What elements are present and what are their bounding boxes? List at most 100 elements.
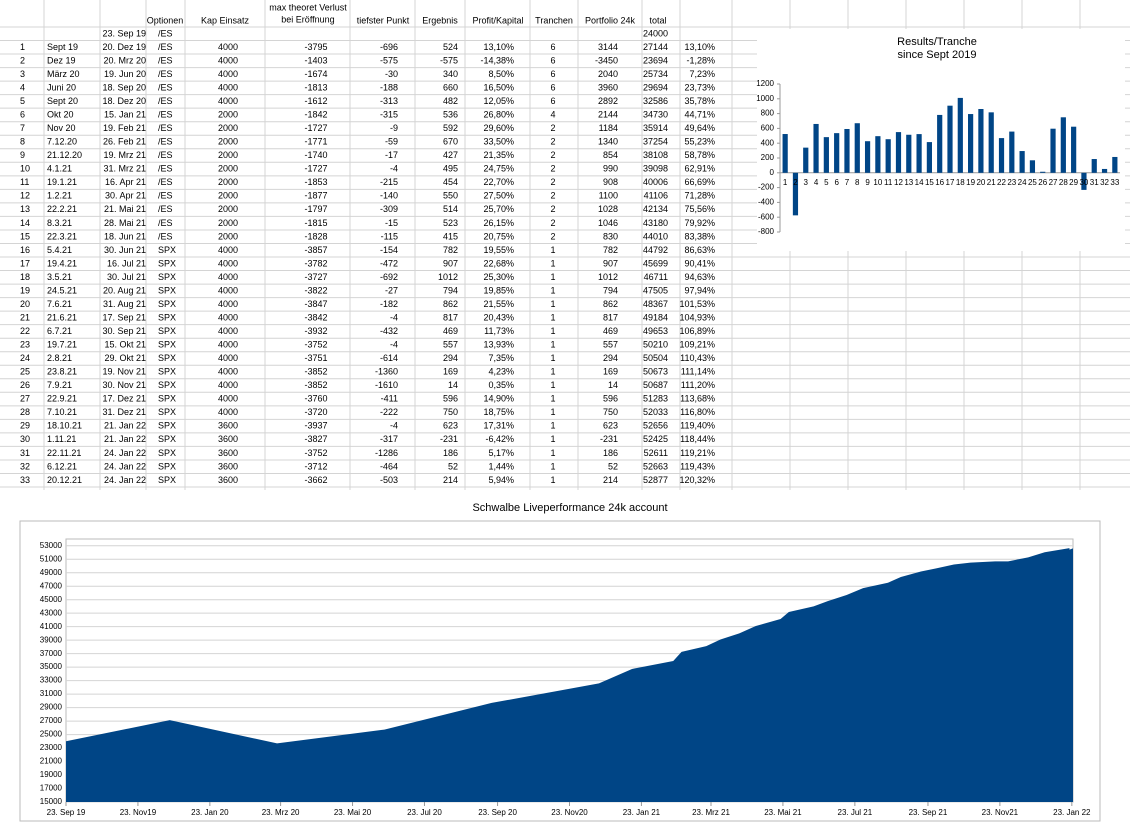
chart-title: Schwalbe Liveperformance 24k account — [472, 502, 667, 514]
cell: 38108 — [643, 150, 668, 160]
cell: -188 — [380, 82, 398, 92]
cell: -1403 — [304, 55, 327, 65]
bar — [885, 139, 891, 173]
cell: 27,50% — [483, 191, 514, 201]
cell: -59 — [385, 137, 398, 147]
cell: 24.5.21 — [47, 285, 77, 295]
bar — [1019, 151, 1025, 173]
cell: -4 — [390, 312, 398, 322]
cell: /ES — [158, 123, 173, 133]
cell: 3600 — [218, 421, 238, 431]
cell: -1612 — [304, 96, 327, 106]
bar — [792, 172, 799, 216]
cell: -3720 — [304, 407, 327, 417]
cell: 52663 — [643, 461, 668, 471]
cell: 14,90% — [483, 394, 514, 404]
cell: -3857 — [304, 245, 327, 255]
x-tick-label: 23. Sep 19 — [47, 808, 86, 817]
cell: 119,40% — [680, 421, 715, 431]
cell: 19,55% — [483, 245, 514, 255]
cell: 830 — [603, 231, 618, 241]
x-tick-label: 32 — [1100, 178, 1109, 187]
cell: 19. Jun 20 — [104, 69, 146, 79]
cell: -3852 — [304, 380, 327, 390]
cell: 7,35% — [488, 353, 514, 363]
y-tick-label: 47000 — [40, 581, 63, 590]
cell: -3937 — [304, 421, 327, 431]
cell: SPX — [158, 258, 176, 268]
cell: 52033 — [643, 407, 668, 417]
bar — [864, 141, 871, 173]
cell: 33,50% — [483, 137, 514, 147]
cell: -3852 — [304, 367, 327, 377]
bar — [978, 109, 984, 173]
x-tick-label: 23. Jan 20 — [191, 808, 229, 817]
cell: 2 — [550, 204, 555, 214]
y-tick-label: 29000 — [40, 703, 63, 712]
cell: 27 — [20, 394, 30, 404]
cell: /ES — [158, 137, 173, 147]
cell: 670 — [443, 137, 458, 147]
bar — [782, 134, 788, 173]
column-header: total — [649, 15, 666, 25]
cell: 4 — [550, 110, 555, 120]
cell: -1360 — [375, 367, 398, 377]
bar — [916, 134, 922, 173]
cell: -1828 — [304, 231, 327, 241]
cell: -309 — [380, 204, 398, 214]
x-tick-label: 28 — [1059, 178, 1068, 187]
cell: -614 — [380, 353, 398, 363]
cell: -1877 — [304, 191, 327, 201]
cell: Dez 19 — [47, 55, 76, 65]
column-header: Kap Einsatz — [201, 15, 250, 25]
cell: -503 — [380, 475, 398, 485]
cell: 29,60% — [483, 123, 514, 133]
cell: 415 — [443, 231, 458, 241]
cell: -1842 — [304, 110, 327, 120]
cell: 4 — [20, 82, 25, 92]
cell: 50504 — [643, 353, 668, 363]
bar — [926, 142, 932, 173]
cell: 5 — [20, 96, 25, 106]
bar — [947, 105, 953, 173]
cell: 19. Feb 21 — [103, 123, 146, 133]
cell: /ES — [158, 69, 173, 79]
cell: 1046 — [598, 218, 618, 228]
cell: 169 — [603, 367, 618, 377]
cell: -3760 — [304, 394, 327, 404]
cell: 30 — [20, 434, 30, 444]
cell: 16. Jul 21 — [107, 258, 146, 268]
x-tick-label: 23. Nov21 — [982, 808, 1019, 817]
cell: /ES — [158, 204, 173, 214]
area — [66, 546, 1073, 802]
cell: 2000 — [218, 191, 238, 201]
cell: 2000 — [218, 164, 238, 174]
cell: -317 — [380, 434, 398, 444]
cell: 32586 — [643, 96, 668, 106]
cell: 55,23% — [684, 137, 715, 147]
cell: 23694 — [643, 55, 668, 65]
cell: 49,64% — [684, 123, 715, 133]
cell: 17,31% — [483, 421, 514, 431]
cell: 4000 — [218, 42, 238, 52]
cell: 660 — [443, 82, 458, 92]
cell: 26,15% — [483, 218, 514, 228]
x-tick-label: 22 — [997, 178, 1006, 187]
cell: 2 — [550, 231, 555, 241]
cell: 86,63% — [684, 245, 715, 255]
cell: 23,73% — [684, 82, 715, 92]
cell: 79,92% — [684, 218, 715, 228]
x-tick-label: 3 — [804, 178, 809, 187]
cell: 27144 — [643, 42, 668, 52]
cell: 3 — [20, 69, 25, 79]
cell: 3600 — [218, 461, 238, 471]
cell: 4000 — [218, 96, 238, 106]
cell: -3712 — [304, 461, 327, 471]
column-header: Ergebnis — [422, 15, 458, 25]
cell: 4000 — [218, 299, 238, 309]
cell: SPX — [158, 461, 176, 471]
cell: 1 — [550, 394, 555, 404]
cell: 49653 — [643, 326, 668, 336]
cell: -3795 — [304, 42, 327, 52]
x-tick-label: 1 — [783, 178, 788, 187]
